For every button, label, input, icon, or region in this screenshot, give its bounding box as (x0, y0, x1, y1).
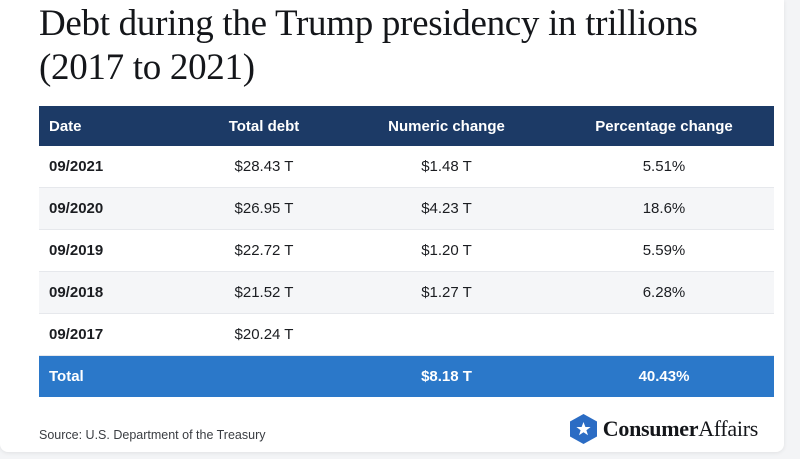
cell-percentage-change: 18.6% (554, 187, 774, 230)
table-row: 09/2017 $20.24 T (39, 313, 774, 356)
cell-percentage-change: 6.28% (554, 271, 774, 314)
header-numeric-change: Numeric change (339, 106, 554, 146)
source-note: Source: U.S. Department of the Treasury (39, 428, 266, 442)
cell-numeric-change: $1.27 T (339, 271, 554, 314)
debt-table: Date Total debt Numeric change Percentag… (39, 106, 774, 397)
cell-total-debt: $21.52 T (189, 271, 339, 314)
cell-numeric-change: $1.20 T (339, 229, 554, 272)
cell-total-debt: $22.72 T (189, 229, 339, 272)
header-total-debt: Total debt (189, 106, 339, 146)
header-date: Date (39, 106, 189, 146)
table-total-row: Total $8.18 T 40.43% (39, 355, 774, 397)
cell-date: 09/2020 (39, 187, 189, 230)
cell-numeric-change (339, 313, 554, 356)
total-numeric-change: $8.18 T (339, 355, 554, 397)
cell-percentage-change: 5.51% (554, 146, 774, 188)
table-row: 09/2020 $26.95 T $4.23 T 18.6% (39, 187, 774, 230)
cell-percentage-change: 5.59% (554, 229, 774, 272)
brand-name-regular: Affairs (698, 416, 758, 441)
total-debt (189, 355, 339, 397)
page-title: Debt during the Trump presidency in tril… (39, 3, 698, 88)
cell-date: 09/2017 (39, 313, 189, 356)
brand-name-bold: Consumer (602, 416, 699, 441)
total-percentage-change: 40.43% (554, 355, 774, 397)
brand-name: ConsumerAffairs (602, 416, 759, 442)
cell-total-debt: $28.43 T (189, 146, 339, 188)
cell-date: 09/2019 (39, 229, 189, 272)
brand-logo: ConsumerAffairs (569, 413, 758, 445)
table-header-row: Date Total debt Numeric change Percentag… (39, 106, 774, 146)
table-row: 09/2018 $21.52 T $1.27 T 6.28% (39, 271, 774, 314)
table-row: 09/2019 $22.72 T $1.20 T 5.59% (39, 229, 774, 272)
cell-total-debt: $20.24 T (189, 313, 339, 356)
cell-numeric-change: $4.23 T (339, 187, 554, 230)
cell-date: 09/2018 (39, 271, 189, 314)
cell-numeric-change: $1.48 T (339, 146, 554, 188)
hexagon-star-icon (569, 414, 597, 444)
cell-date: 09/2021 (39, 146, 189, 188)
total-label: Total (39, 355, 189, 397)
table-row: 09/2021 $28.43 T $1.48 T 5.51% (39, 146, 774, 188)
cell-total-debt: $26.95 T (189, 187, 339, 230)
content-card: Debt during the Trump presidency in tril… (0, 0, 784, 452)
cell-percentage-change (554, 313, 774, 356)
header-percentage-change: Percentage change (554, 106, 774, 146)
